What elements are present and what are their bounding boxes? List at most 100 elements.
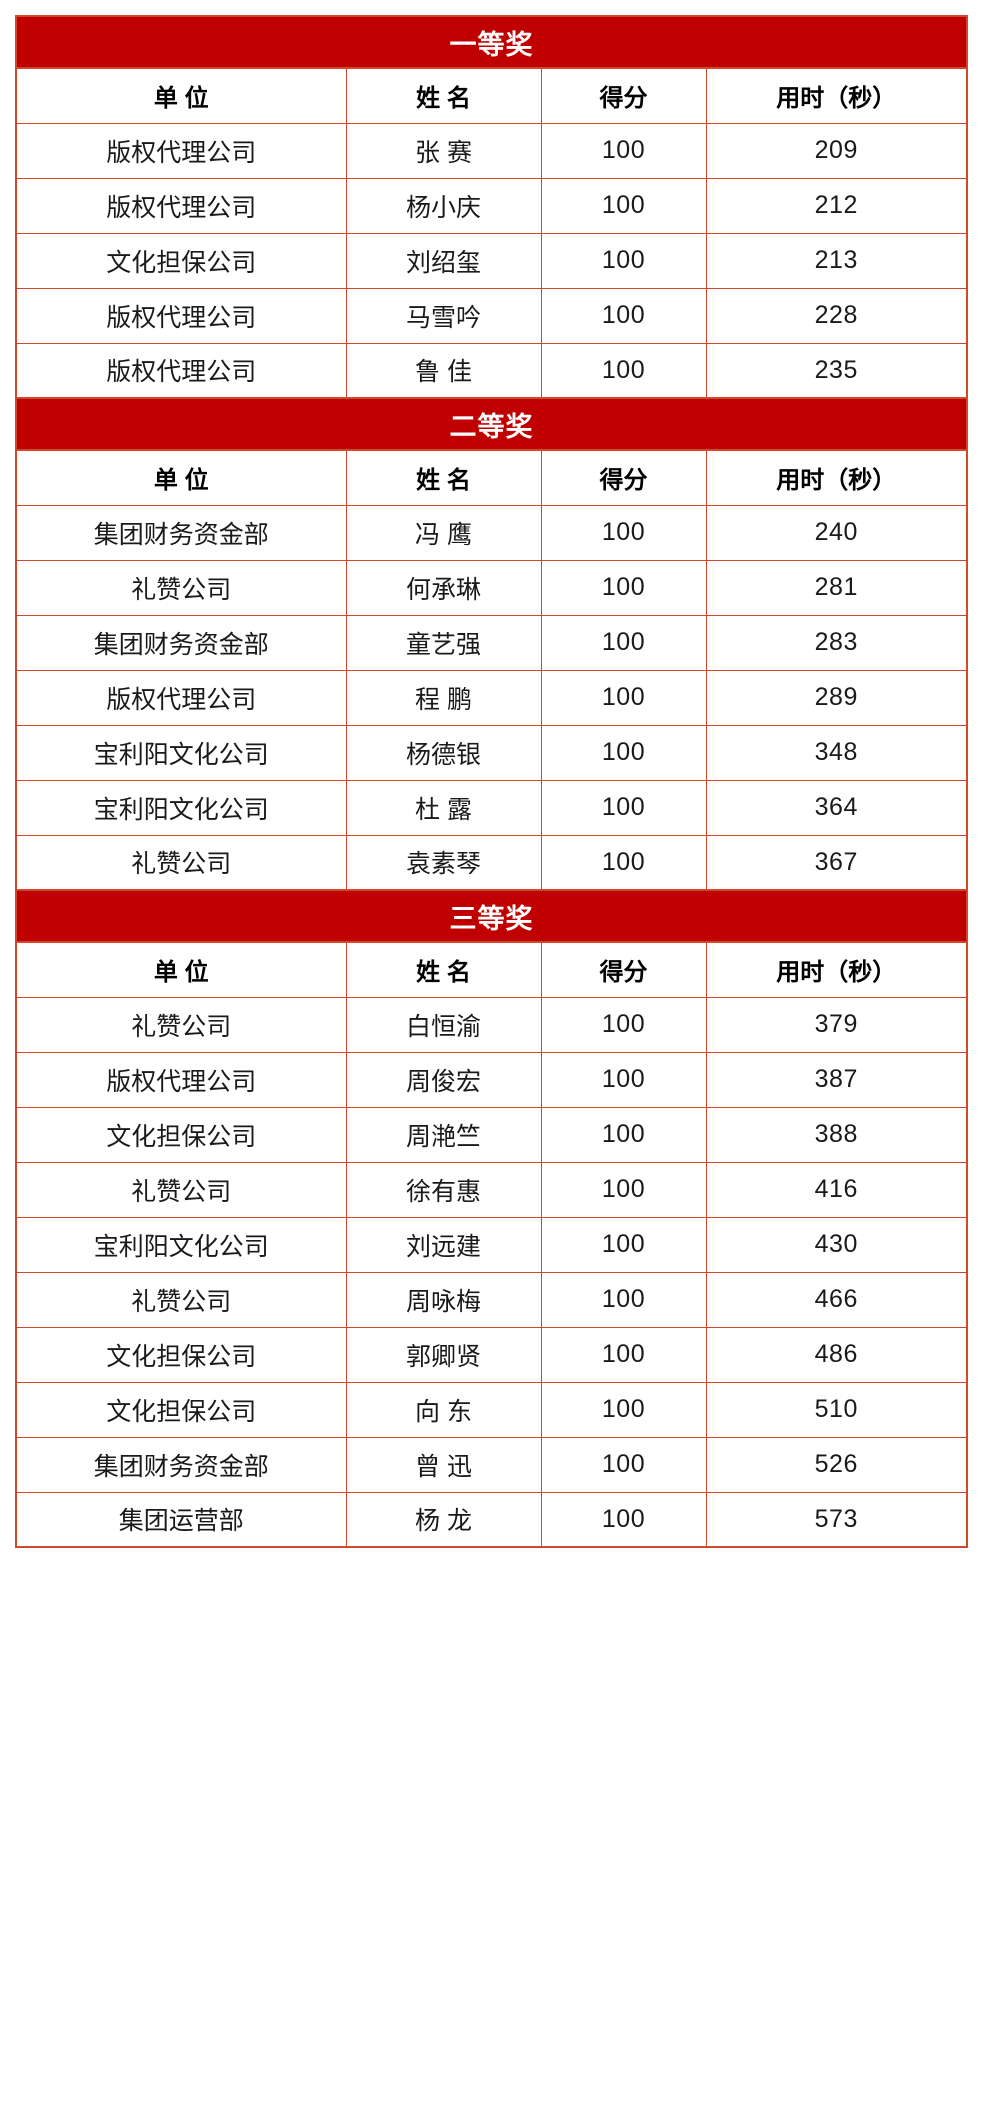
cell-score: 100: [540, 287, 707, 344]
cell-name: 杨小庆: [345, 177, 542, 234]
cell-name: 周俊宏: [345, 1051, 542, 1108]
cell-unit: 文化担保公司: [15, 232, 347, 289]
cell-name: 向 东: [345, 1381, 542, 1438]
cell-time: 289: [705, 669, 968, 726]
cell-time: 486: [705, 1326, 968, 1383]
cell-unit: 礼赞公司: [15, 1271, 347, 1328]
cell-unit: 集团财务资金部: [15, 504, 347, 561]
cell-name: 张 赛: [345, 122, 542, 179]
column-header-name: 姓 名: [345, 449, 542, 506]
cell-name: 冯 鹰: [345, 504, 542, 561]
column-header-time: 用时（秒）: [705, 941, 968, 998]
column-header-unit: 单 位: [15, 449, 347, 506]
cell-score: 100: [540, 669, 707, 726]
cell-unit: 宝利阳文化公司: [15, 779, 347, 836]
cell-unit: 宝利阳文化公司: [15, 1216, 347, 1273]
column-header-score: 得分: [540, 67, 707, 124]
cell-name: 杨德银: [345, 724, 542, 781]
cell-score: 100: [540, 1491, 707, 1548]
cell-score: 100: [540, 1106, 707, 1163]
cell-unit: 集团财务资金部: [15, 614, 347, 671]
table-row: 版权代理公司 杨小庆 100 212: [15, 177, 968, 234]
cell-score: 100: [540, 177, 707, 234]
cell-name: 周咏梅: [345, 1271, 542, 1328]
cell-name: 徐有惠: [345, 1161, 542, 1218]
cell-time: 526: [705, 1436, 968, 1493]
table-row: 集团财务资金部冯 鹰 100 240: [15, 504, 968, 561]
cell-score: 100: [540, 1436, 707, 1493]
cell-time: 388: [705, 1106, 968, 1163]
column-header-name: 姓 名: [345, 941, 542, 998]
cell-score: 100: [540, 834, 707, 891]
column-header-unit: 单 位: [15, 941, 347, 998]
table-row: 版权代理公司 马雪吟 100 228: [15, 287, 968, 344]
cell-time: 235: [705, 342, 968, 399]
cell-time: 430: [705, 1216, 968, 1273]
cell-unit: 版权代理公司: [15, 669, 347, 726]
cell-time: 281: [705, 559, 968, 616]
cell-name: 童艺强: [345, 614, 542, 671]
table-row: 礼赞公司 袁素琴 100 367: [15, 834, 968, 891]
cell-name: 周滟竺: [345, 1106, 542, 1163]
cell-unit: 版权代理公司: [15, 1051, 347, 1108]
cell-time: 213: [705, 232, 968, 289]
award-section-header: 一等奖: [15, 15, 968, 69]
cell-unit: 礼赞公司: [15, 996, 347, 1053]
cell-unit: 集团财务资金部: [15, 1436, 347, 1493]
cell-score: 100: [540, 342, 707, 399]
cell-score: 100: [540, 559, 707, 616]
cell-name: 刘绍玺: [345, 232, 542, 289]
table-row: 集团财务资金部曾 迅 100 526: [15, 1436, 968, 1493]
cell-unit: 文化担保公司: [15, 1326, 347, 1383]
cell-score: 100: [540, 779, 707, 836]
cell-name: 曾 迅: [345, 1436, 542, 1493]
column-header-row: 单 位姓 名得分 用时（秒）: [15, 941, 968, 998]
cell-score: 100: [540, 1271, 707, 1328]
column-header-row: 单 位姓 名得分 用时（秒）: [15, 67, 968, 124]
cell-score: 100: [540, 1051, 707, 1108]
cell-time: 573: [705, 1491, 968, 1548]
cell-unit: 版权代理公司: [15, 177, 347, 234]
cell-time: 510: [705, 1381, 968, 1438]
table-row: 版权代理公司鲁 佳 100 235: [15, 342, 968, 399]
table-row: 版权代理公司 周俊宏 100 387: [15, 1051, 968, 1108]
table-row: 文化担保公司 周滟竺 100 388: [15, 1106, 968, 1163]
cell-time: 387: [705, 1051, 968, 1108]
cell-time: 228: [705, 287, 968, 344]
cell-name: 何承琳: [345, 559, 542, 616]
cell-time: 283: [705, 614, 968, 671]
cell-unit: 文化担保公司: [15, 1381, 347, 1438]
cell-unit: 版权代理公司: [15, 122, 347, 179]
table-row: 集团财务资金部 童艺强 100 283: [15, 614, 968, 671]
cell-name: 杨 龙: [345, 1491, 542, 1548]
cell-score: 100: [540, 504, 707, 561]
column-header-row: 单 位姓 名得分 用时（秒）: [15, 449, 968, 506]
column-header-time: 用时（秒）: [705, 67, 968, 124]
award-results-table: 一等奖单 位姓 名得分 用时（秒） 版权代理公司张 赛 100 209 版权代理公司 杨小庆…: [15, 15, 968, 1548]
table-row: 文化担保公司 郭卿贤 100 486: [15, 1326, 968, 1383]
cell-score: 100: [540, 1216, 707, 1273]
cell-time: 240: [705, 504, 968, 561]
column-header-time: 用时（秒）: [705, 449, 968, 506]
award-level-label: 一等奖: [15, 15, 968, 69]
award-section-header: 二等奖: [15, 397, 968, 451]
cell-name: 袁素琴: [345, 834, 542, 891]
cell-time: 416: [705, 1161, 968, 1218]
award-level-label: 三等奖: [15, 889, 968, 943]
column-header-name: 姓 名: [345, 67, 542, 124]
cell-unit: 礼赞公司: [15, 559, 347, 616]
column-header-unit: 单 位: [15, 67, 347, 124]
table-row: 宝利阳文化公司 刘远建 100 430: [15, 1216, 968, 1273]
table-row: 礼赞公司 何承琳 100 281: [15, 559, 968, 616]
table-row: 礼赞公司 徐有惠 100 416: [15, 1161, 968, 1218]
table-row: 宝利阳文化公司杜 露 100 364: [15, 779, 968, 836]
cell-score: 100: [540, 1381, 707, 1438]
cell-time: 209: [705, 122, 968, 179]
cell-name: 程 鹏: [345, 669, 542, 726]
cell-time: 364: [705, 779, 968, 836]
cell-name: 杜 露: [345, 779, 542, 836]
cell-name: 刘远建: [345, 1216, 542, 1273]
cell-time: 212: [705, 177, 968, 234]
cell-score: 100: [540, 1326, 707, 1383]
